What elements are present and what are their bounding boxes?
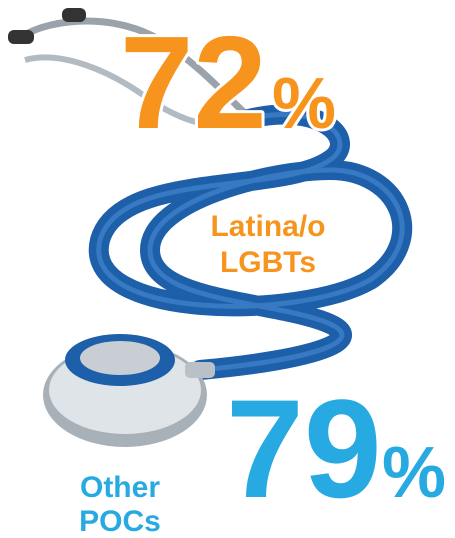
stat-value: 72 <box>120 9 267 156</box>
chest-piece-stem <box>185 362 215 378</box>
stat-value: 79 <box>226 370 382 527</box>
stat-label: Latina/o <box>210 210 325 243</box>
stat-label: POCs <box>79 505 161 538</box>
ear-tip <box>8 30 34 44</box>
ear-tip <box>62 8 86 22</box>
infographic: 72 % Latina/o LGBTs 79 % Other POCs <box>0 0 455 538</box>
chest-piece-diaphragm <box>80 341 160 375</box>
stat-label: LGBTs <box>220 246 316 279</box>
stat-label: Other <box>80 471 160 504</box>
stat-unit: % <box>272 64 336 144</box>
stat-unit: % <box>382 433 446 513</box>
